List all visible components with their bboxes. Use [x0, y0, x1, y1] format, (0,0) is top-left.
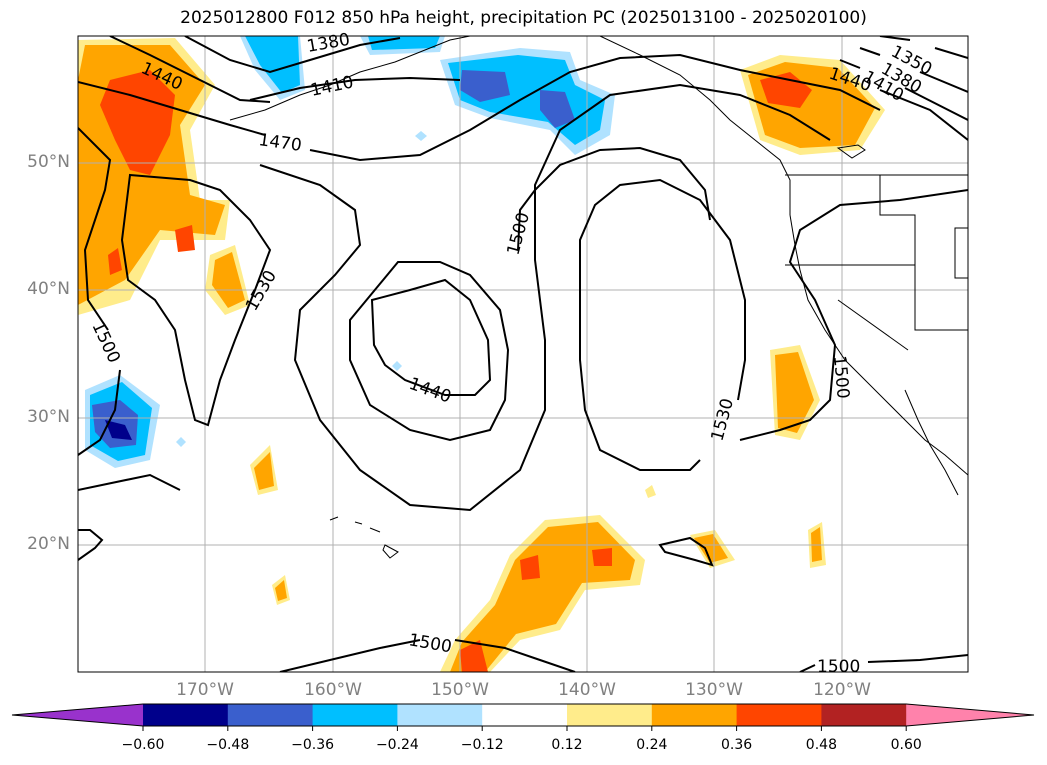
- precipitation-shading: [78, 36, 885, 672]
- colorbar-tick-label: −0.36: [291, 737, 335, 753]
- contour-line: [879, 89, 968, 141]
- colorbar-tick-label: −0.60: [121, 737, 165, 753]
- colorbar-tick-label: 0.48: [805, 737, 837, 753]
- contour-line: [839, 59, 968, 121]
- anomaly-area: [520, 555, 540, 580]
- contour-line: [349, 261, 510, 442]
- anomaly-area: [275, 580, 287, 601]
- anomaly-area: [460, 640, 488, 672]
- anomaly-area: [100, 70, 175, 175]
- contour-line: [799, 654, 968, 672]
- colorbar-segment: [227, 704, 314, 726]
- contour-line: [259, 83, 831, 512]
- contour-line: [78, 127, 121, 456]
- longitude-label: 120°W: [813, 680, 871, 700]
- contour-line: [279, 639, 576, 672]
- contour-line: [658, 536, 714, 567]
- contour-label: 1470: [257, 130, 303, 156]
- contour-label: 1530: [242, 267, 281, 314]
- latitude-label: 40°N: [27, 279, 70, 299]
- contour-line: [184, 36, 401, 74]
- colorbar-segment: [143, 704, 229, 726]
- contour-line: [249, 76, 461, 101]
- colorbar-tick-label: 0.12: [551, 737, 583, 753]
- longitude-label: 130°W: [685, 680, 743, 700]
- positive-anomaly-areas: [78, 38, 885, 672]
- colorbar-tick-label: −0.48: [206, 737, 250, 753]
- contour-label: 1500: [817, 657, 860, 677]
- colorbar-segment: [736, 704, 822, 726]
- anomaly-area: [694, 534, 728, 563]
- anomaly-area: [540, 90, 575, 128]
- longitude-label: 160°W: [304, 680, 362, 700]
- anomaly-area: [392, 361, 402, 371]
- anomaly-area: [108, 248, 122, 275]
- anomaly-area: [212, 252, 245, 308]
- contour-line: [879, 36, 968, 59]
- colorbar-tick-label: 0.24: [636, 737, 668, 753]
- anomaly-area: [245, 36, 300, 93]
- latitude-label: 30°N: [27, 407, 70, 427]
- latitude-label: 20°N: [27, 534, 70, 554]
- colorbar-extend-high: [906, 704, 1034, 726]
- anomaly-area: [592, 548, 612, 566]
- map-frame: [77, 35, 969, 673]
- contour-label: 1530: [708, 396, 739, 443]
- contour-label: 1440: [406, 374, 453, 408]
- anomaly-area: [460, 70, 510, 102]
- colorbar-segment: [312, 704, 398, 726]
- contour-label: 1500: [87, 319, 123, 367]
- longitude-label: 170°W: [176, 680, 234, 700]
- contour-label: 1500: [829, 355, 853, 400]
- colorbar-segment: [482, 704, 568, 726]
- contour-line: [739, 189, 968, 441]
- anomaly-area: [645, 485, 656, 498]
- anomaly-area: [254, 452, 274, 490]
- colorbar-tick-label: 0.36: [721, 737, 753, 753]
- contour-line: [78, 53, 881, 162]
- contour-line: [370, 278, 492, 396]
- contour-line: [859, 47, 968, 93]
- contour-line: [78, 473, 181, 561]
- anomaly-area: [176, 437, 186, 447]
- contour-line: [120, 173, 272, 427]
- contour-line: [109, 36, 271, 103]
- contour-label: 1500: [504, 210, 535, 257]
- height-contours: [78, 36, 968, 672]
- anomaly-area: [175, 225, 195, 252]
- contour-label: 1500: [407, 630, 453, 657]
- colorbar-tick-label: −0.12: [460, 737, 504, 753]
- colorbar-segment: [567, 704, 653, 726]
- contour-label: 1380: [305, 30, 351, 57]
- coastlines: [229, 36, 968, 559]
- colorbar: [11, 703, 1035, 731]
- graticule: [78, 36, 968, 672]
- colorbar-extend-low: [12, 704, 143, 726]
- anomaly-area: [415, 131, 427, 141]
- longitude-label: 140°W: [558, 680, 616, 700]
- negative-anomaly-areas: [85, 36, 615, 468]
- latitude-label: 50°N: [27, 152, 70, 172]
- longitude-label: 150°W: [431, 680, 489, 700]
- colorbar-segment: [821, 704, 907, 726]
- colorbar-tick-label: −0.24: [375, 737, 419, 753]
- colorbar-segment: [651, 704, 738, 726]
- colorbar-segment: [397, 704, 483, 726]
- anomaly-area: [450, 522, 635, 672]
- anomaly-area: [105, 420, 132, 440]
- colorbar-tick-label: 0.60: [890, 737, 922, 753]
- map-title: 2025012800 F012 850 hPa height, precipit…: [180, 8, 867, 28]
- contour-label: 1410: [309, 72, 355, 101]
- anomaly-area: [775, 352, 814, 433]
- contour-line: [517, 146, 746, 471]
